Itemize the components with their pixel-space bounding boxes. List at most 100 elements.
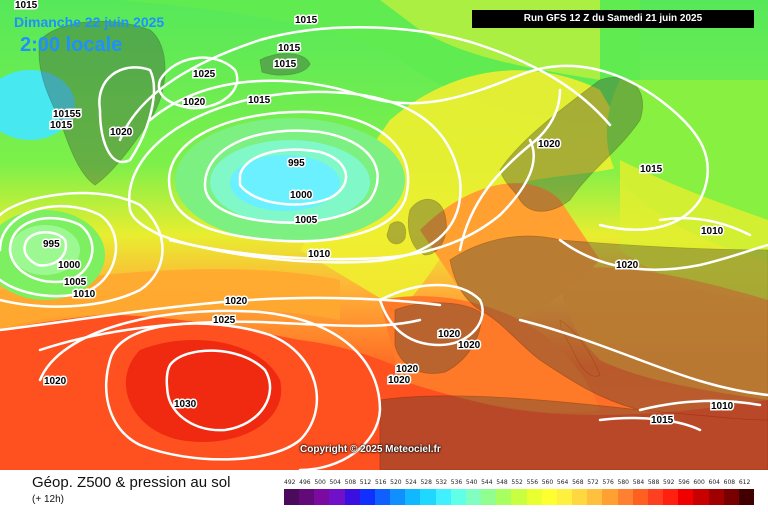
run-banner: Run GFS 12 Z du Samedi 21 juin 2025 <box>472 10 754 28</box>
legend-tick: 576 <box>602 479 614 486</box>
legend-tick: 564 <box>556 479 569 486</box>
local-time: 2:00 locale <box>20 34 123 56</box>
field-red-core <box>125 340 282 442</box>
isobar-label: 1020 <box>388 375 411 386</box>
legend-tick: 588 <box>647 479 660 486</box>
legend-tick: 492 <box>284 479 296 486</box>
legend-subtitle: (+ 12h) <box>32 494 64 505</box>
legend-swatch <box>572 489 588 505</box>
legend-swatch <box>738 489 755 505</box>
isobar-label: 1015 <box>640 164 663 175</box>
legend-tick: 520 <box>390 479 402 486</box>
isobar-label: 1020 <box>458 340 481 351</box>
legend-swatch <box>693 489 709 505</box>
iceland <box>259 53 311 76</box>
isobar-1020-north <box>118 26 612 142</box>
legend-swatch <box>526 489 543 505</box>
isobar-label: 1015 <box>651 415 674 426</box>
isobar-1025-azores <box>105 322 319 461</box>
legend-swatch <box>314 489 330 505</box>
legend-swatch <box>284 489 300 505</box>
legend-tick: 516 <box>374 479 387 486</box>
legend-tick: 596 <box>678 479 690 486</box>
isobar-label: 1020 <box>183 97 206 108</box>
isobar-1010-east <box>638 399 762 412</box>
legend-swatch <box>465 489 482 505</box>
isobar-label: 1015 <box>295 15 318 26</box>
isobar-label: 1010 <box>701 226 724 237</box>
low-greenland-west <box>0 70 75 140</box>
isobar-label: 1010 <box>73 289 96 300</box>
legend-swatch <box>496 489 512 505</box>
isobars <box>0 26 768 470</box>
legend-tick: 512 <box>359 479 372 486</box>
legend-swatch <box>329 489 346 505</box>
legend-tick: 536 <box>450 479 463 486</box>
legend-tick: 544 <box>481 479 493 486</box>
scandinavia <box>499 77 643 212</box>
isobar-1000-atlantic <box>203 129 379 224</box>
isobar-label: 995 <box>43 239 60 250</box>
isobar-label: 1015 <box>274 59 297 70</box>
isobar-label: 1020 <box>110 127 133 138</box>
legend-swatch <box>344 489 361 505</box>
legend-tick: 592 <box>663 479 675 486</box>
legend-swatch <box>723 489 740 505</box>
isobar-label: 1010 <box>308 249 331 260</box>
isobar-label: 1020 <box>44 376 67 387</box>
isobar-1000-newfoundland <box>8 216 94 284</box>
legend-swatch <box>678 489 694 505</box>
isobar-label: 995 <box>288 158 305 169</box>
isobar-995-atlantic <box>238 148 348 206</box>
legend-tick: 552 <box>511 479 523 486</box>
legend-swatch <box>405 489 421 505</box>
isobar-1020-azores <box>38 309 382 470</box>
legend-swatch <box>632 489 649 505</box>
legend-swatch <box>617 489 634 505</box>
isobar-label: 1020 <box>396 364 419 375</box>
isobar-1020-central <box>0 296 442 332</box>
legend-swatch <box>708 489 725 505</box>
isobar-1020-greenland <box>98 66 156 164</box>
legend-swatch <box>556 489 573 505</box>
legend-tick: 600 <box>693 479 705 486</box>
legend-swatch <box>541 489 558 505</box>
legend-swatch <box>450 489 467 505</box>
legend-title: Géop. Z500 & pression au sol <box>32 474 231 491</box>
color-scale: 492 496 500 504 508 512 516 520 524 528 532 536 540 5… <box>284 479 755 507</box>
isobar-label: 1030 <box>174 399 197 410</box>
greenland <box>38 20 166 186</box>
legend-tick: 548 <box>496 479 508 486</box>
legend-swatch <box>647 489 664 505</box>
legend-tick: 532 <box>435 479 448 486</box>
isobar-label: 1005 <box>295 215 318 226</box>
legend-tick: 528 <box>420 479 432 486</box>
isobar-1020-europe <box>558 238 768 271</box>
isobar-labels: 1015 1015 1015 1015 1025 1020 1015 1020 … <box>14 0 736 428</box>
legend-swatch <box>420 489 437 505</box>
isobar-label: 1010 <box>711 401 734 412</box>
isobar-1010-russia <box>658 216 752 237</box>
ireland <box>386 221 406 245</box>
isobar-label: 10155 <box>53 109 81 120</box>
isobar-label: 1015 <box>278 43 301 54</box>
legend-tick: 608 <box>723 479 736 486</box>
isobar-1010-band <box>168 138 535 261</box>
isobar-label: 1020 <box>616 260 639 271</box>
legend-swatch <box>359 489 376 505</box>
isobar-995-newfoundland <box>23 231 68 267</box>
isobar-1025-greenland <box>157 56 239 110</box>
legend-swatch <box>602 489 619 505</box>
legend-swatch <box>481 489 497 505</box>
legend-tick: 560 <box>541 479 554 486</box>
isobar-1010-newfoundland <box>0 191 164 308</box>
legend-tick: 524 <box>405 479 417 486</box>
legend-tick: 504 <box>329 479 341 486</box>
isobar-1005-atlantic <box>167 110 410 243</box>
legend-swatch <box>390 489 406 505</box>
isobar-label: 1015 <box>15 0 38 11</box>
legend-tick: 612 <box>738 479 751 486</box>
isobar-label: 1020 <box>438 329 461 340</box>
isobar-1030-azores <box>165 349 272 432</box>
legend-swatch <box>663 489 679 505</box>
